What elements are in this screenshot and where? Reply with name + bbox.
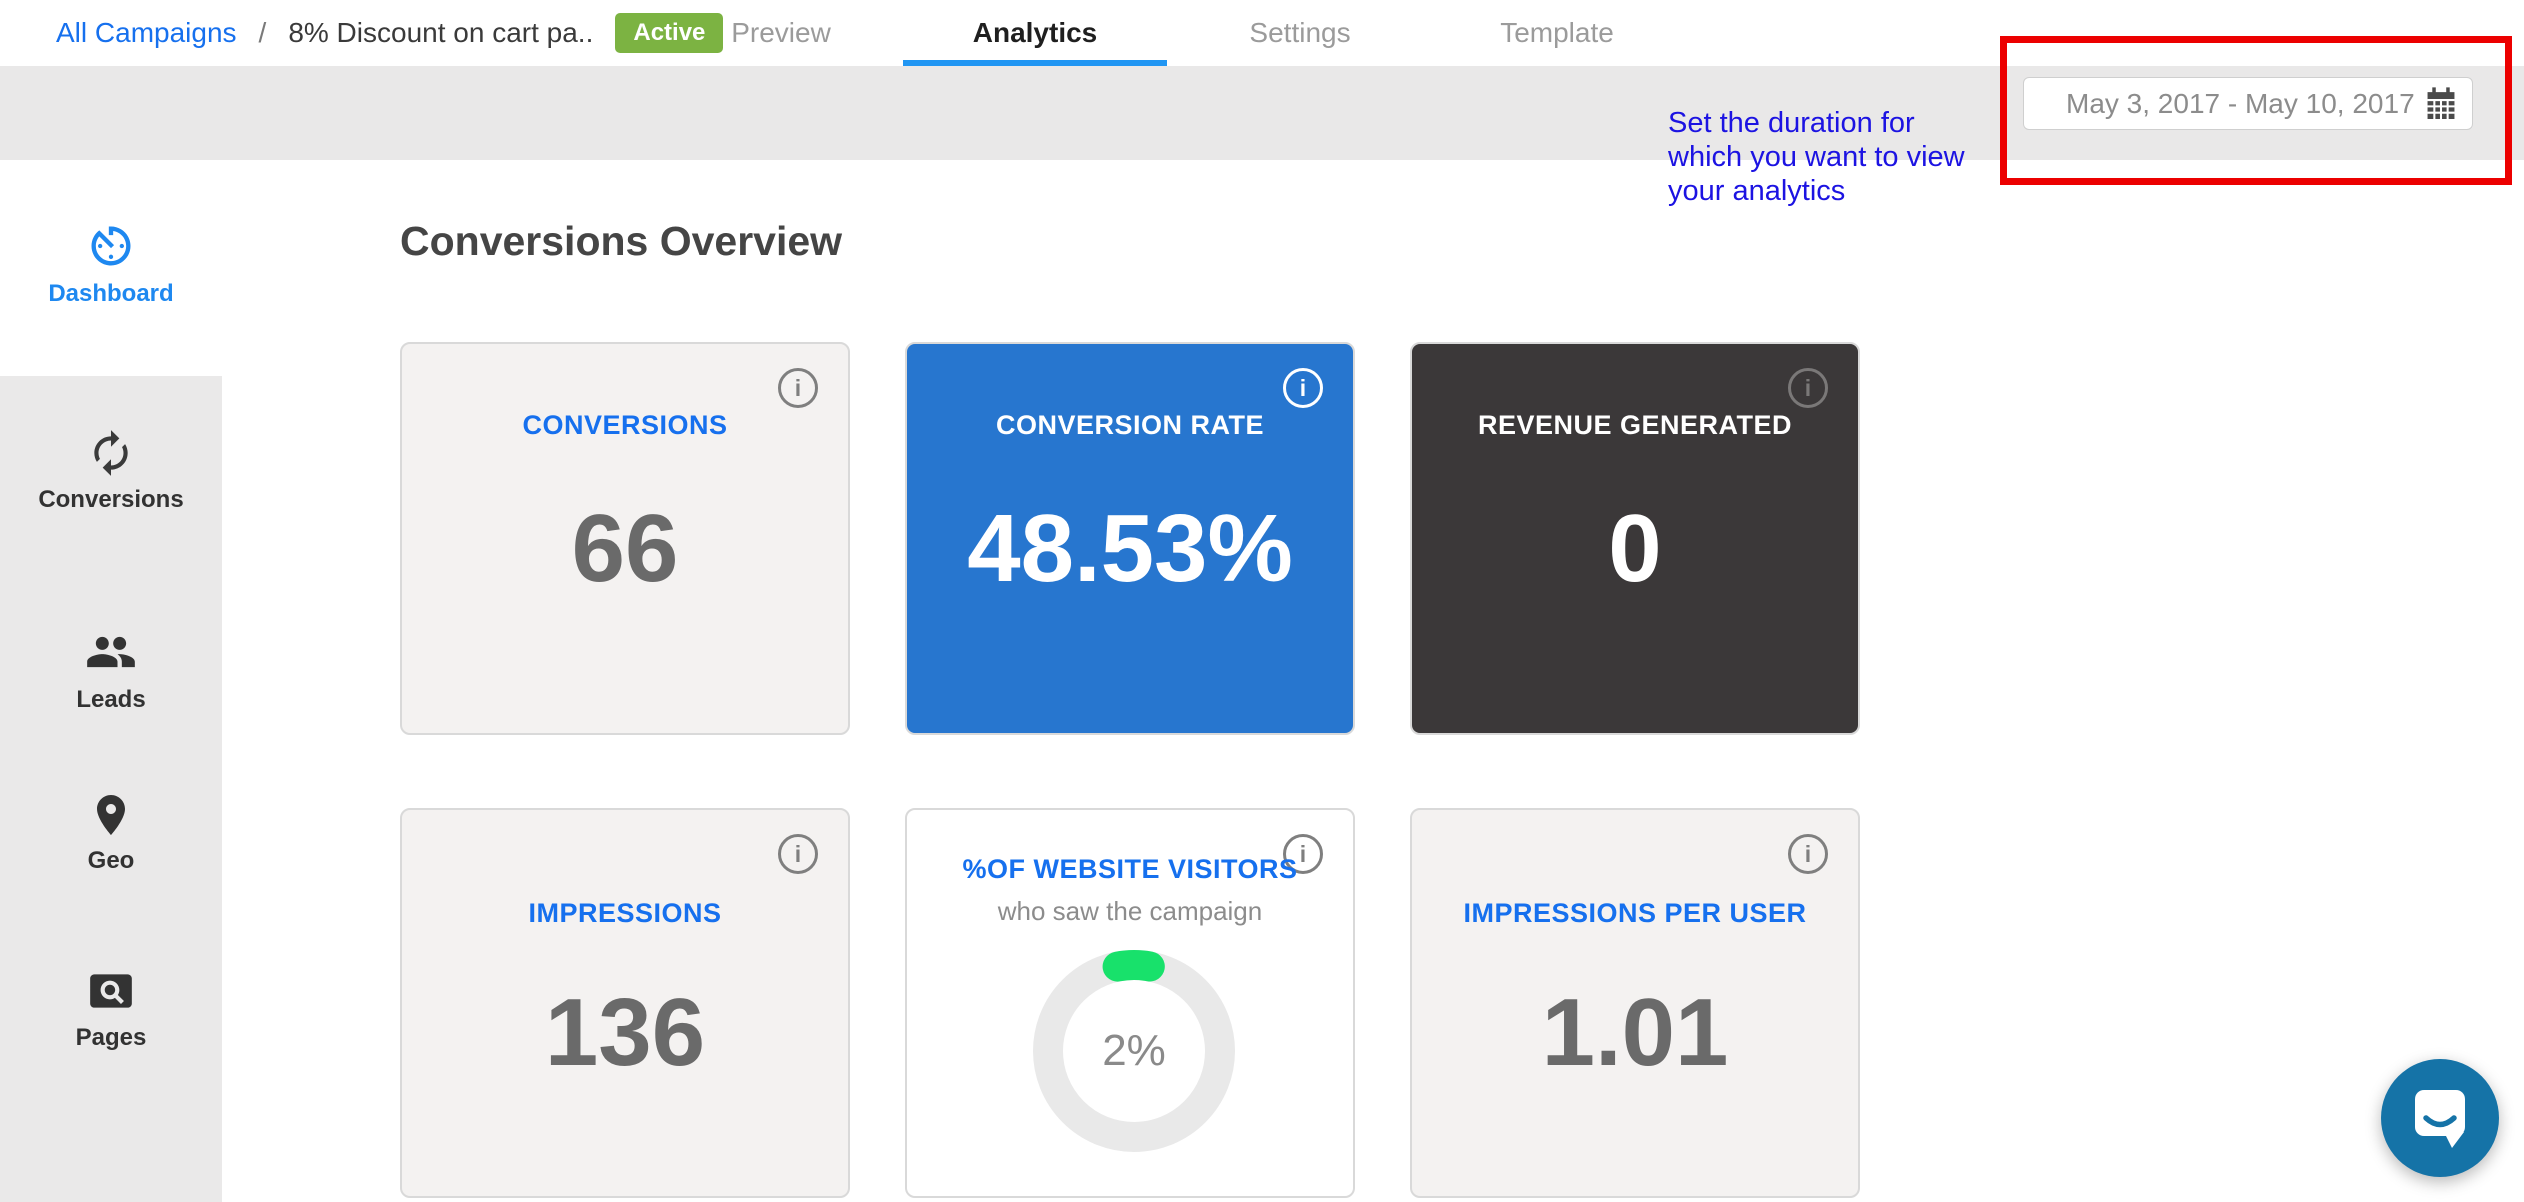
card-value: 136 [544, 979, 706, 1086]
sidebar-item-label: Dashboard [48, 280, 174, 307]
active-tab-underline [903, 60, 1167, 66]
sidebar-item-geo[interactable]: Geo [0, 791, 222, 875]
card-title: CONVERSIONS [522, 410, 728, 440]
sidebar-item-pages[interactable]: Pages [0, 966, 222, 1052]
annotation-line: your analytics [1668, 175, 1846, 207]
sidebar-item-label: Pages [75, 1024, 147, 1051]
card-revenue-generated: i REVENUE GENERATED 0 [1410, 342, 1860, 735]
card-value: 66 [571, 495, 679, 602]
tab-preview[interactable]: Preview [731, 17, 831, 48]
calendar-icon[interactable] [2422, 85, 2460, 123]
date-range-input[interactable]: May 3, 2017 - May 10, 2017 [2023, 77, 2473, 130]
sync-arrows-icon [94, 430, 128, 476]
donut-percent-label: 2% [1102, 1026, 1166, 1075]
location-pin-icon [97, 795, 125, 835]
chat-bubble-icon [2415, 1090, 2465, 1148]
info-icon[interactable]: i [778, 368, 818, 408]
campaign-name: 8% Discount on cart pa.. [288, 17, 594, 48]
tab-template[interactable]: Template [1500, 17, 1614, 48]
card-value: 1.01 [1541, 979, 1729, 1086]
tab-analytics[interactable]: Analytics [972, 17, 1098, 48]
sidebar-item-label: Leads [76, 686, 146, 713]
sidebar-item-leads[interactable]: Leads [0, 626, 222, 714]
sidebar-item-dashboard[interactable]: Dashboard [0, 220, 222, 308]
annotation-text: Set the duration for which you want to v… [1668, 106, 1965, 208]
card-conversion-rate: i CONVERSION RATE 48.53% [905, 342, 1355, 735]
breadcrumb-separator: / [258, 17, 267, 48]
info-icon[interactable]: i [1283, 834, 1323, 874]
status-badge: Active [615, 13, 724, 53]
tab-settings[interactable]: Settings [1249, 17, 1351, 48]
card-subtitle: who saw the campaign [997, 896, 1263, 926]
card-title: REVENUE GENERATED [1477, 410, 1793, 440]
date-range-value: May 3, 2017 - May 10, 2017 [2066, 87, 2415, 119]
sidebar-item-label: Conversions [38, 486, 184, 513]
dashboard-timer-icon [91, 226, 131, 266]
card-title: IMPRESSIONS [528, 898, 722, 928]
info-icon[interactable]: i [1283, 368, 1323, 408]
page-title: Conversions Overview [400, 218, 843, 264]
card-title: %OF WEBSITE VISITORS [962, 854, 1298, 884]
top-header: All Campaigns / 8% Discount on cart pa..… [0, 0, 2524, 66]
card-impressions: i IMPRESSIONS 136 [400, 808, 850, 1198]
visitors-donut-chart [1033, 950, 1235, 1152]
chat-launcher-button[interactable] [2381, 1059, 2499, 1177]
breadcrumb-all-campaigns-link[interactable]: All Campaigns [56, 17, 237, 48]
card-conversions: i CONVERSIONS 66 [400, 342, 850, 735]
card-value: 48.53% [967, 495, 1293, 602]
breadcrumb: All Campaigns / 8% Discount on cart pa..… [56, 0, 724, 66]
sidebar-item-conversions[interactable]: Conversions [0, 428, 222, 514]
card-title: CONVERSION RATE [995, 410, 1265, 440]
sidebar [0, 376, 222, 1202]
annotation-line: which you want to view [1668, 141, 1965, 173]
card-title: IMPRESSIONS PER USER [1463, 898, 1807, 928]
info-icon[interactable]: i [1788, 834, 1828, 874]
card-impressions-per-user: i IMPRESSIONS PER USER 1.01 [1410, 808, 1860, 1198]
card-website-visitors: i %OF WEBSITE VISITORS who saw the campa… [905, 808, 1355, 1198]
card-value: 0 [1608, 495, 1662, 602]
sidebar-item-label: Geo [87, 847, 135, 874]
info-icon[interactable]: i [778, 834, 818, 874]
people-icon [87, 636, 135, 668]
info-icon[interactable]: i [1788, 368, 1828, 408]
annotation-line: Set the duration for [1668, 107, 1915, 139]
page-search-icon [90, 974, 132, 1008]
